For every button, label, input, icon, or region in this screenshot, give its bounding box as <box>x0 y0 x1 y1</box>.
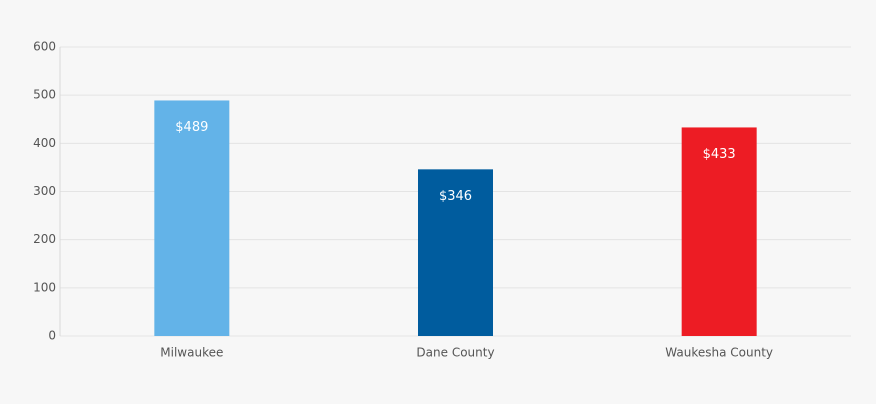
x-tick-label: Waukesha County <box>665 346 773 360</box>
y-tick-label: 500 <box>33 88 56 102</box>
value-label: $433 <box>703 147 736 162</box>
bar <box>681 127 757 337</box>
bar <box>154 100 230 336</box>
y-tick-label: 100 <box>33 280 56 294</box>
x-tick-label: Milwaukee <box>160 346 223 360</box>
y-tick-label: 200 <box>33 232 56 246</box>
y-tick-label: 600 <box>33 40 56 54</box>
bar <box>418 169 493 336</box>
y-tick-label: 400 <box>33 136 56 150</box>
value-label: $346 <box>439 189 472 204</box>
y-tick-label: 300 <box>33 184 56 198</box>
y-tick-label: 0 <box>48 329 56 343</box>
x-tick-label: Dane County <box>416 346 494 360</box>
value-label: $489 <box>175 120 208 135</box>
